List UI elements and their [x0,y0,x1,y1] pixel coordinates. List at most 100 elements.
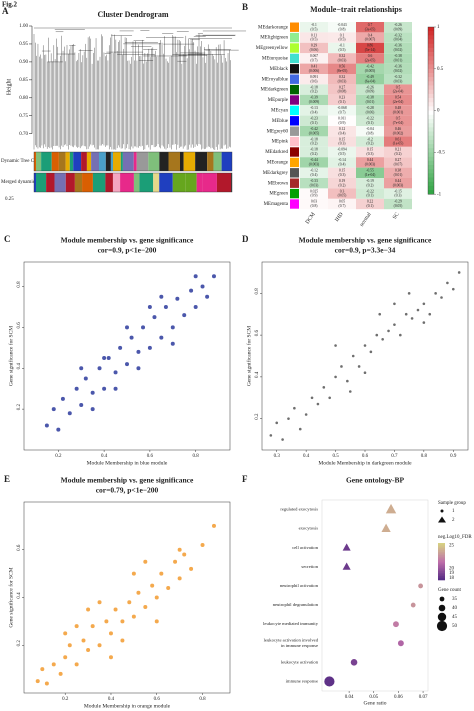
point [357,365,361,368]
module-strip [159,173,173,192]
colorbar-step [428,169,434,174]
point [83,376,88,381]
point [97,600,102,605]
category-label: leukocyte activation [281,659,319,664]
x-axis-label: Gene ratio [363,700,386,706]
colorbar-step [438,551,445,554]
heatmap-cell [300,188,328,199]
colorbar-step [438,571,445,573]
y-tick-label: 0.80 [19,96,28,101]
colorbar-step [428,160,434,166]
colorbar-step [438,543,445,545]
cell-p: (0.2) [395,152,403,156]
x-axis-label: Module Membership in orange module [84,703,171,709]
cell-value: -0.14 [338,158,346,162]
module-strip [65,173,75,192]
module-strip [196,173,203,192]
module-strip [86,152,92,171]
colorbar-step [428,68,434,74]
colorbar-step [438,545,445,547]
colorbar-step [438,550,445,552]
point [189,566,194,571]
heatmap-cell [356,32,384,43]
point [147,304,152,309]
cell-p: (0.7) [339,204,347,208]
module-strip [74,173,83,192]
point [67,643,72,648]
module-swatch [290,84,299,95]
point [200,542,205,547]
point [152,315,157,320]
heatmap-cell [384,53,412,64]
cell-p: (0.003) [309,163,320,167]
point [136,349,141,354]
colorbar-step [428,31,434,36]
cell-p: (0.2) [311,90,319,94]
point [275,421,279,425]
point [90,390,95,395]
point [293,406,296,410]
cell-value: 0.44 [395,179,401,183]
colorbar-step [428,135,434,141]
x-tick-label: 0.2 [62,697,69,702]
cell-p: (0.006) [309,69,320,73]
point [269,434,273,437]
point [120,619,125,624]
module-swatch [290,43,299,53]
colorbar-step [438,547,445,550]
point [393,323,396,326]
point [131,571,136,576]
cell-p: (0.5) [339,152,347,156]
heatmap-cell [300,105,328,116]
colorbar-step [428,185,434,191]
module-strip [120,152,123,171]
module-strip [65,152,70,171]
module-strip [46,173,55,192]
colorbar-step [428,56,434,61]
point [340,365,343,368]
colorbar-step [428,144,434,149]
y-tick-label: 0.90 [19,60,28,65]
module-strip [122,152,134,171]
heatmap-cell [384,126,412,137]
module-swatch [290,74,299,84]
colorbar-step [438,577,445,580]
heatmap-cell [328,146,356,158]
point [351,354,355,358]
y-axis-label: Height [6,79,12,96]
module-swatch [290,136,299,147]
module-strip [195,152,208,171]
module-strip [112,152,121,171]
point [150,583,155,588]
heatmap-cell [300,157,328,168]
point [375,333,379,337]
cell-p: (0.7) [339,111,347,115]
point [90,407,95,412]
colorbar-label: 20 [449,567,455,572]
point [108,631,113,636]
y-tick-label: 0.2 [17,404,22,411]
heatmap-cell [356,136,384,147]
x-tick-label: 0.4 [108,697,115,702]
y-tick-label: 0.8 [17,281,22,288]
colorbar-step [428,181,434,187]
x-tick-label: 0.8 [193,454,200,459]
cell-p: (2e-04) [393,90,404,94]
cell-value: 0.27 [339,85,345,89]
heatmap-cell [328,126,356,137]
colorbar-step [428,148,434,153]
cell-value: 0.091 [310,75,318,79]
cell-value: -0.42 [366,65,374,69]
point [143,559,148,564]
cell-value: -0.12 [310,169,318,173]
point [154,619,159,624]
colorbar-step [438,576,445,578]
cell-p: (0.01) [394,59,403,63]
heatmap-cell [300,84,328,95]
module-swatch [290,199,299,209]
point [86,607,91,612]
colorbar-step [428,190,434,195]
panel-title: Module−trait relationships [310,5,402,14]
point [170,341,175,346]
point [200,284,205,289]
